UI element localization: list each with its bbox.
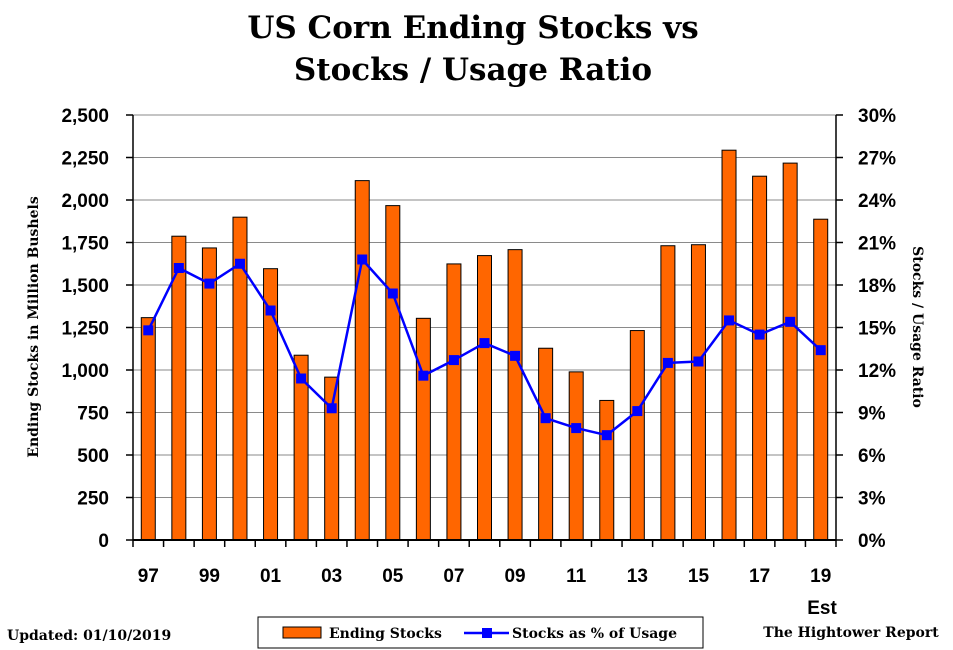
left-tick-label: 1,750	[61, 234, 109, 255]
x-tick-label: 09	[504, 566, 525, 587]
bar	[752, 175, 768, 541]
right-tick-label: 15%	[858, 319, 896, 340]
ratio-point	[265, 305, 276, 316]
ratio-point	[662, 357, 673, 368]
legend-box	[257, 616, 704, 649]
ratio-point	[204, 278, 215, 289]
legend-line-marker	[482, 628, 492, 638]
left-tick-label: 2,000	[61, 191, 109, 212]
right-tick-label: 9%	[858, 404, 886, 425]
ratio-point	[326, 403, 337, 414]
chart-title-line-1: US Corn Ending Stocks vs	[247, 10, 698, 46]
ratio-point	[357, 254, 368, 265]
chart-title-line-2: Stocks / Usage Ratio	[294, 52, 652, 88]
ratio-point	[479, 338, 490, 349]
legend-bar-swatch	[282, 626, 322, 639]
bar	[171, 235, 187, 541]
ratio-point	[601, 430, 612, 441]
ratio-point	[510, 350, 521, 361]
right-axis-ticks: 0% 3% 6% 9% 12% 15% 18% 21% 24% 27% 30%	[858, 106, 896, 552]
bar	[140, 317, 156, 541]
ratio-point	[387, 288, 398, 299]
ratio-line-series	[143, 254, 826, 441]
x-tick-label: 01	[260, 566, 282, 587]
right-tick-label: 30%	[858, 106, 896, 127]
bar	[415, 317, 431, 541]
right-tick-label: 27%	[858, 149, 896, 170]
left-tick-label: 750	[77, 404, 109, 425]
bar	[629, 330, 645, 541]
x-tick-label: 13	[627, 566, 648, 587]
bar	[813, 218, 829, 541]
left-tick-label: 0	[98, 531, 109, 552]
bar	[446, 263, 462, 541]
ratio-point	[571, 423, 582, 434]
right-tick-label: 12%	[858, 361, 896, 382]
right-tick-label: 18%	[858, 276, 896, 297]
x-axis-ticks: 97 99 01 03 05 07 09 11 13 15 17 19	[138, 566, 832, 587]
x-tick-label: 15	[688, 566, 710, 587]
ratio-point	[632, 406, 643, 417]
left-tick-label: 1,000	[61, 361, 109, 382]
x-tick-label: 11	[566, 566, 587, 587]
bar	[201, 247, 217, 541]
left-tick-label: 1,250	[61, 319, 109, 340]
bar	[538, 347, 554, 541]
x-tick-label: 17	[749, 566, 770, 587]
ratio-point	[234, 258, 245, 269]
right-tick-label: 21%	[858, 234, 896, 255]
left-tick-label: 2,500	[61, 106, 109, 127]
updated-label: Updated: 01/10/2019	[7, 628, 171, 644]
ratio-point	[143, 325, 154, 336]
ratio-point	[173, 263, 184, 273]
legend-line-label: Stocks as % of Usage	[512, 626, 677, 642]
x-tick-label: 97	[138, 566, 159, 587]
source-label: The Hightower Report	[763, 625, 939, 641]
legend: Ending Stocks Stocks as % of Usage	[257, 616, 704, 649]
ratio-point	[754, 329, 765, 340]
right-tick-label: 3%	[858, 489, 886, 510]
bar	[599, 399, 615, 541]
x-axis-sub-label: Est	[807, 598, 837, 619]
ratio-point	[785, 316, 796, 327]
bar	[660, 245, 676, 541]
ratio-point	[296, 373, 307, 384]
ratio-point	[448, 355, 459, 366]
left-tick-label: 1,500	[61, 276, 109, 297]
right-tick-label: 24%	[858, 191, 896, 212]
right-axis-title: Stocks / Usage Ratio	[909, 246, 925, 408]
bars	[140, 149, 829, 541]
axes	[132, 115, 837, 547]
left-tick-label: 250	[77, 489, 109, 510]
bar	[568, 371, 584, 541]
bar	[477, 255, 492, 541]
bar	[690, 244, 706, 541]
ratio-point	[693, 356, 704, 367]
x-tick-label: 99	[199, 566, 220, 587]
x-tick-label: 19	[810, 566, 831, 587]
ratio-point	[815, 345, 826, 356]
x-tick-label: 05	[382, 566, 404, 587]
bar	[385, 205, 401, 541]
left-tick-label: 500	[77, 446, 109, 467]
bar	[507, 249, 523, 541]
x-tick-label: 07	[443, 566, 464, 587]
bar	[721, 149, 737, 541]
bar	[782, 162, 798, 541]
right-tick-label: 0%	[858, 531, 886, 552]
ratio-point	[418, 370, 429, 381]
right-tick-label: 6%	[858, 446, 886, 467]
left-tick-label: 2,250	[61, 149, 109, 170]
left-axis-title: Ending Stocks in Million Bushels	[26, 196, 42, 458]
bar	[354, 180, 370, 541]
x-tick-label: 03	[321, 566, 342, 587]
left-axis-ticks: 0 250 500 750 1,000 1,250 1,500 1,750 2,000 2,250…	[61, 106, 109, 552]
bar	[324, 376, 340, 541]
legend-bar-label: Ending Stocks	[329, 626, 442, 642]
ratio-point	[540, 413, 551, 424]
ratio-point	[724, 315, 735, 326]
